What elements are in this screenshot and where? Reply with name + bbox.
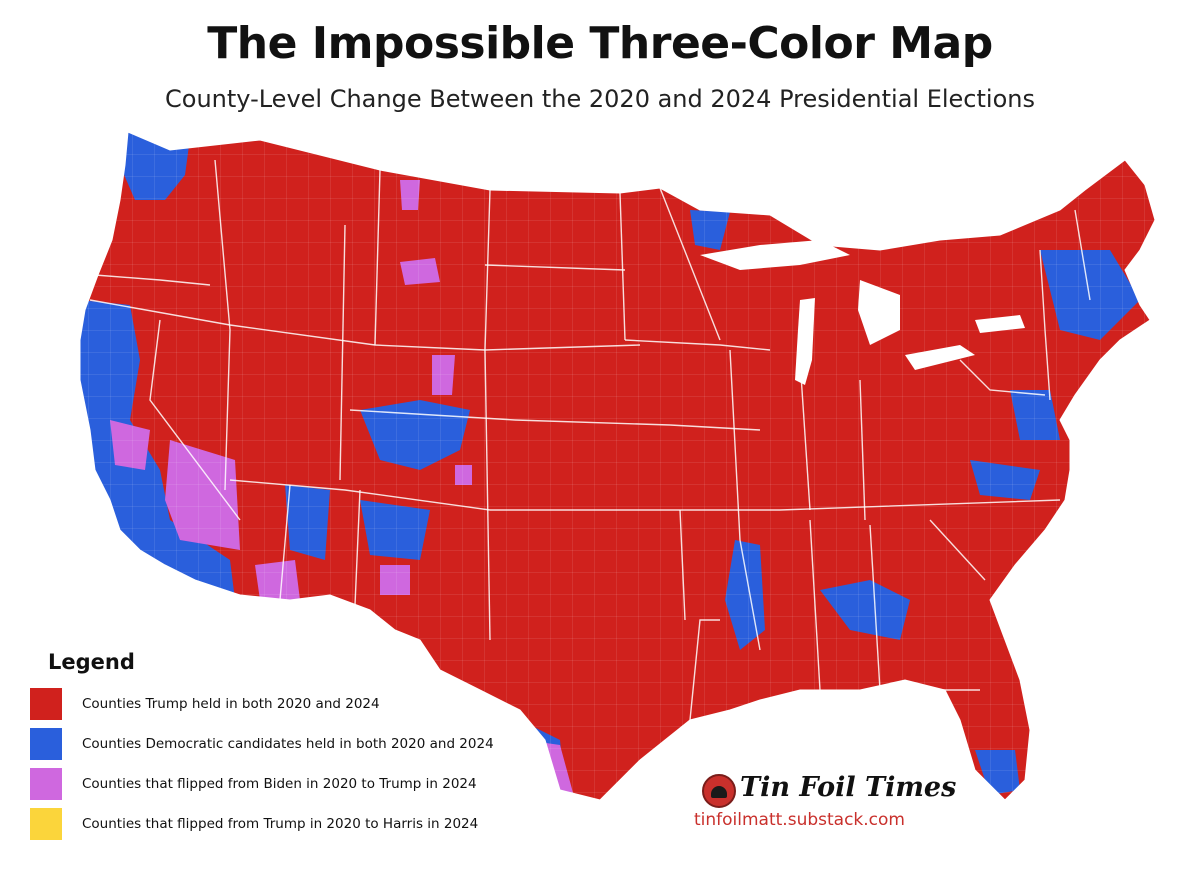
national-border <box>79 131 1156 801</box>
map-title: The Impossible Three-Color Map <box>207 18 993 69</box>
legend-item-dem-held: Counties Democratic candidates held in b… <box>30 728 590 762</box>
legend-item-trump-held: Counties Trump held in both 2020 and 202… <box>30 688 590 722</box>
legend-item-trump-to-harris: Counties that flipped from Trump in 2020… <box>30 808 590 842</box>
legend-label: Counties that flipped from Trump in 2020… <box>82 816 479 832</box>
legend-swatch-magenta <box>30 768 62 800</box>
tin-foil-hat-icon <box>702 774 736 808</box>
legend-item-biden-to-trump: Counties that flipped from Biden in 2020… <box>30 768 590 802</box>
legend-heading: Legend <box>48 650 135 674</box>
legend-label: Counties Trump held in both 2020 and 202… <box>82 696 380 712</box>
legend-swatch-blue <box>30 728 62 760</box>
brand-block: Tin Foil Times tinfoilmatt.substack.com <box>690 770 956 840</box>
brand-url[interactable]: tinfoilmatt.substack.com <box>694 810 905 830</box>
legend-label: Counties Democratic candidates held in b… <box>82 736 494 752</box>
legend-swatch-red <box>30 688 62 720</box>
brand-name: Tin Foil Times <box>740 772 957 803</box>
map-subtitle: County-Level Change Between the 2020 and… <box>165 85 1035 113</box>
legend-label: Counties that flipped from Biden in 2020… <box>82 776 477 792</box>
legend-swatch-yellow <box>30 808 62 840</box>
